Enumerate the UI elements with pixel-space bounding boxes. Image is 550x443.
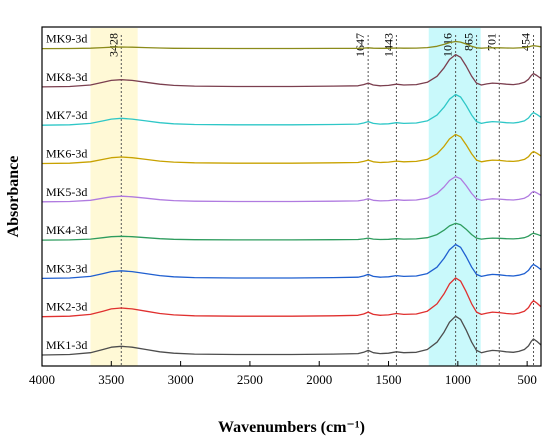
series-label-MK2-3d: MK2-3d: [46, 300, 87, 314]
axes: 4000 3500 3000 2500 2000 1500 1000 500: [29, 26, 542, 387]
series-line-MK3-3d: [41, 243, 542, 280]
x-tick-label-500: 500: [517, 372, 537, 387]
x-tick-label-2500: 2500: [237, 372, 263, 387]
series-label-MK8-3d: MK8-3d: [46, 70, 87, 84]
x-tick-label-3500: 3500: [98, 372, 124, 387]
series-line-MK8-3d: [41, 53, 542, 88]
series-line-MK7-3d: [41, 93, 542, 126]
peak-label-1016: 1016: [441, 33, 455, 57]
plot-frame: [41, 26, 542, 367]
peak-label-1647: 1647: [353, 33, 367, 57]
series-line-MK1-3d: [41, 315, 542, 356]
series-line-MK6-3d: [41, 133, 542, 165]
series-label-MK5-3d: MK5-3d: [46, 185, 87, 199]
peak-label-865: 865: [462, 33, 476, 51]
x-tick-label-3000: 3000: [168, 372, 194, 387]
series-line-MK4-3d: [41, 222, 542, 241]
series-line-MK2-3d: [41, 277, 542, 318]
series-label-MK6-3d: MK6-3d: [46, 147, 87, 161]
peak-label-3428: 3428: [106, 33, 120, 57]
series-label-MK4-3d: MK4-3d: [46, 223, 87, 237]
series-label-MK7-3d: MK7-3d: [46, 108, 87, 122]
series-label-MK1-3d: MK1-3d: [46, 338, 87, 352]
peak-markers: 3428 1647 1443 1016 865 701 454: [106, 33, 535, 366]
y-axis-title: Absorbance: [5, 156, 22, 238]
series-line-MK5-3d: [41, 175, 542, 203]
x-tick-label-1500: 1500: [376, 372, 402, 387]
peak-label-1443: 1443: [381, 33, 395, 57]
series-label-MK3-3d: MK3-3d: [46, 261, 87, 275]
x-axis-title: Wavenumbers (cm⁻¹): [218, 419, 365, 436]
series-line-MK9-3d: [41, 40, 542, 50]
spectra-series: MK9-3d MK8-3d MK7-3d MK6-3d MK5-3d MK4-3d MK3-…: [41, 32, 542, 356]
highlight-band-2: [428, 28, 481, 366]
series-label-MK9-3d: MK9-3d: [46, 32, 87, 46]
x-tick-label-2000: 2000: [306, 372, 332, 387]
x-tick-label-1000: 1000: [445, 372, 471, 387]
peak-label-701: 701: [484, 33, 498, 51]
highlight-bands: [90, 28, 481, 366]
x-tick-label-4000: 4000: [29, 372, 55, 387]
